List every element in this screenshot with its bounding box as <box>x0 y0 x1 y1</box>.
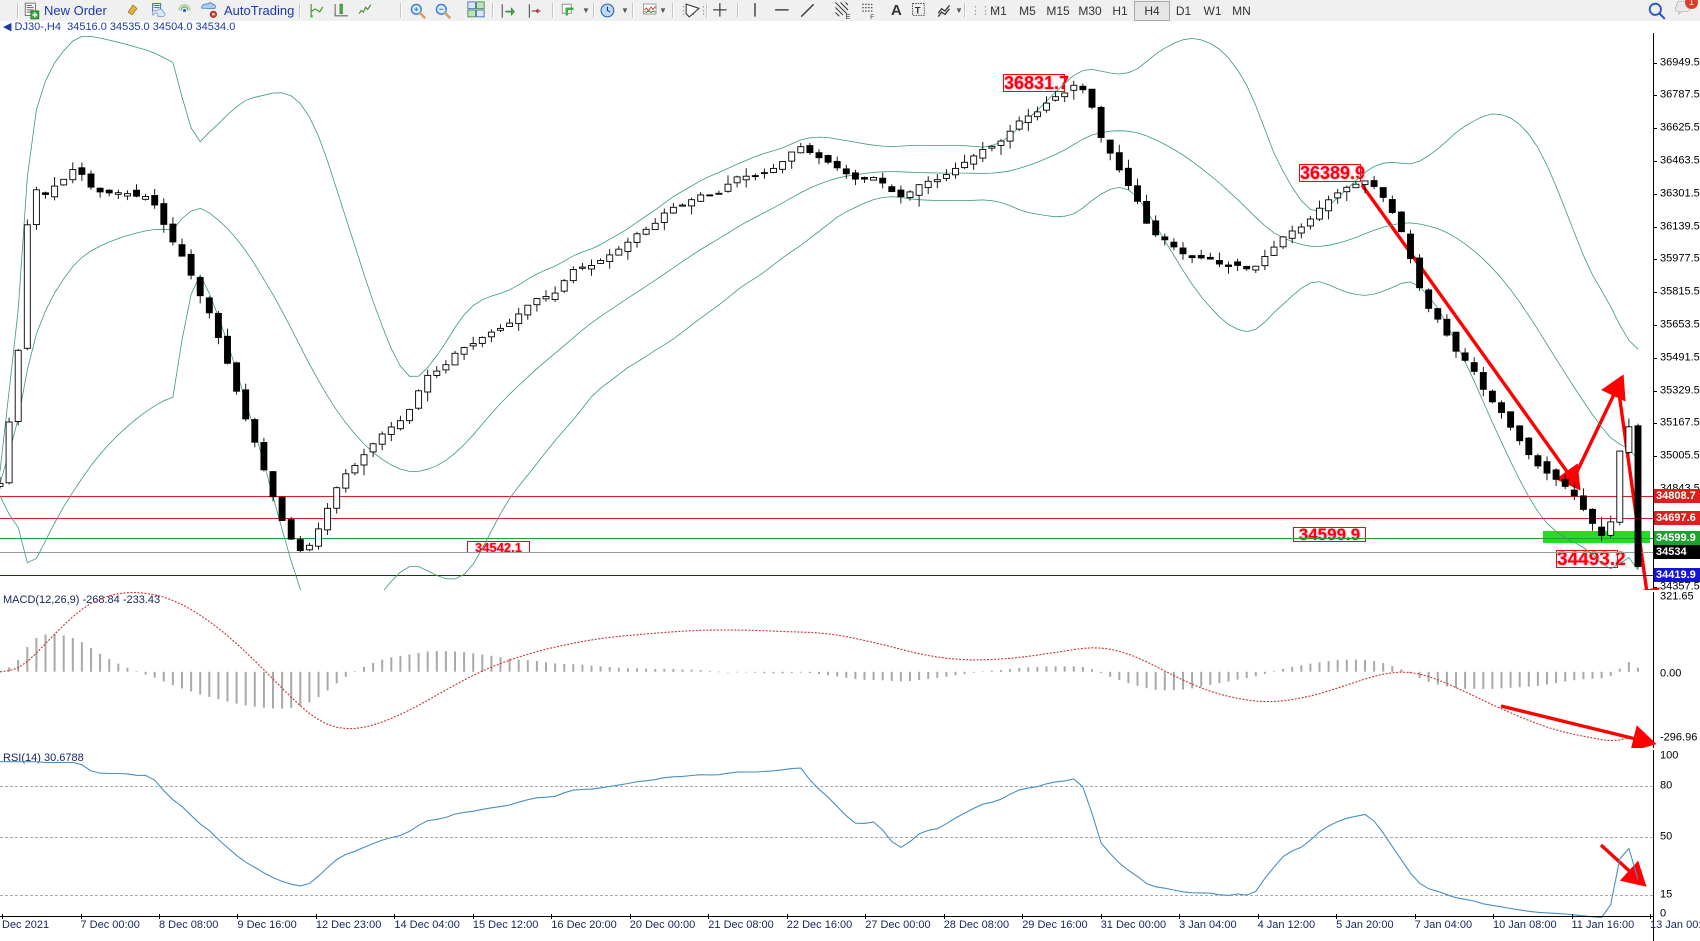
svg-text:E: E <box>846 12 851 21</box>
svg-text:F: F <box>870 14 874 20</box>
svg-text:T: T <box>915 6 921 17</box>
